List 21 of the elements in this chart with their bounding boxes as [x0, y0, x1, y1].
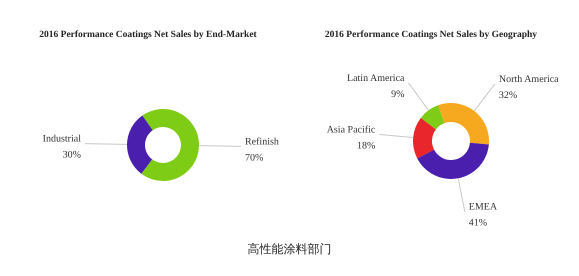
chart-title: 2016 Performance Coatings Net Sales by Geography: [324, 30, 538, 40]
slice-label: EMEA: [468, 202, 498, 213]
slice-label: Refinish: [244, 136, 279, 148]
donut-slice: [413, 118, 436, 158]
slice-label: Industrial: [42, 134, 82, 145]
data-label: 9%: [391, 88, 404, 100]
text: 高性能涂料部门: [246, 241, 332, 258]
slice-label: Asia Pacific: [326, 124, 376, 136]
donut-slice: [417, 142, 489, 179]
chart-title: 2016 Performance Coatings Net Sales by End-Market: [38, 30, 258, 40]
donut-slice: [438, 103, 489, 144]
data-label: 41%: [468, 218, 488, 229]
slice-label: Latin America: [346, 72, 406, 84]
donut-slice: [127, 116, 153, 174]
data-label: 32%: [498, 90, 518, 101]
data-label: 70%: [244, 152, 264, 164]
data-label: 30%: [62, 150, 82, 161]
donut-slice: [141, 109, 199, 181]
data-label: 18%: [356, 140, 376, 152]
slice-label: North America: [498, 74, 560, 85]
donut-slice: [420, 105, 444, 130]
